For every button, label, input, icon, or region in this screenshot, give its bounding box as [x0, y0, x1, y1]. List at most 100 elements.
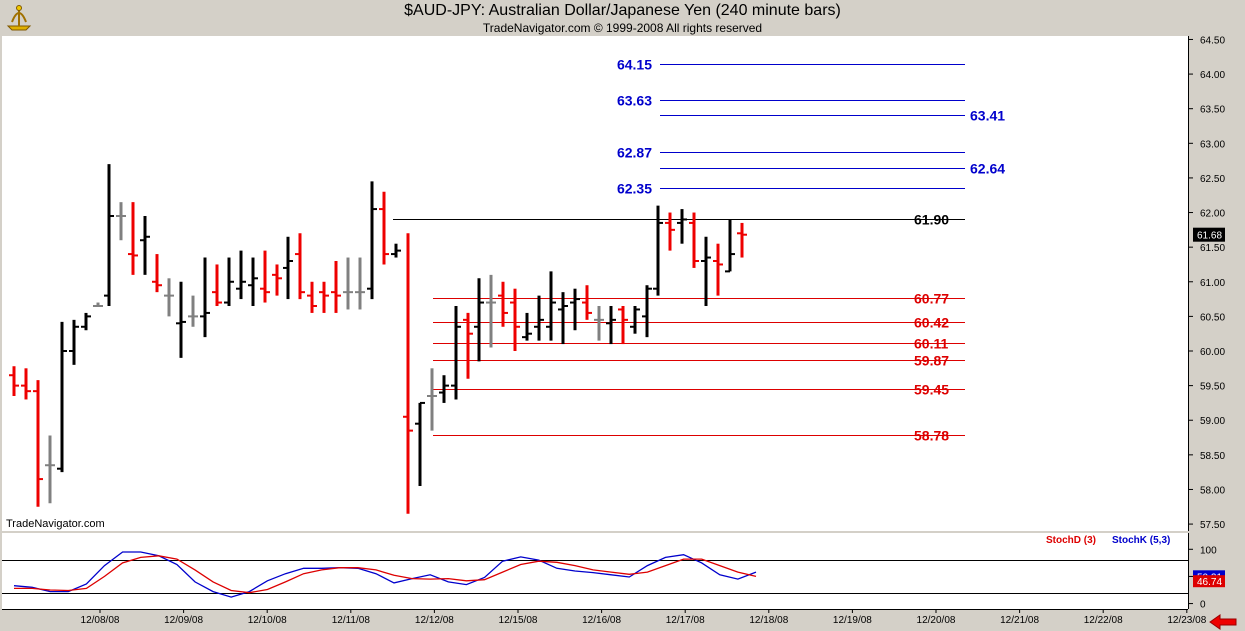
level-label: 61.90 [914, 212, 949, 228]
x-tick-label: 12/18/08 [749, 615, 788, 626]
ohlc-bar [522, 312, 532, 341]
ohlc-bar [737, 222, 747, 258]
ohlc-bar [618, 306, 628, 345]
price-tick-label: 63.50 [1200, 105, 1225, 116]
x-tick-label: 12/16/08 [582, 615, 621, 626]
price-tick-label: 64.50 [1200, 35, 1225, 46]
ohlc-bar [355, 257, 365, 310]
ohlc-bar [272, 264, 282, 296]
level-label: 60.77 [914, 291, 949, 307]
ohlc-bar [319, 281, 329, 313]
x-tick-label: 12/15/08 [499, 615, 538, 626]
ohlc-bar [534, 295, 544, 341]
stochastic-plot-area[interactable] [2, 533, 1188, 609]
x-tick-label: 12/19/08 [833, 615, 872, 626]
sextant-logo-icon[interactable] [4, 2, 34, 32]
ohlc-bar [665, 212, 675, 251]
ohlc-bar [188, 295, 198, 327]
ohlc-bar [33, 380, 43, 507]
ohlc-bar [140, 216, 150, 275]
ohlc-bar [415, 401, 425, 486]
level-label: 59.87 [914, 353, 949, 369]
ohlc-bar [104, 164, 114, 306]
ohlc-bar [248, 257, 258, 306]
ohlc-bar [558, 292, 568, 345]
level-label: 62.64 [970, 161, 1005, 177]
ohlc-bar [391, 243, 401, 258]
x-tick-label: 12/17/08 [666, 615, 705, 626]
x-tick-label: 12/09/08 [164, 615, 203, 626]
level-label: 58.78 [914, 428, 949, 444]
red-arrow-icon[interactable] [1208, 614, 1238, 630]
ohlc-bar [653, 205, 663, 296]
ohlc-bar [57, 321, 67, 473]
ohlc-bar [116, 202, 126, 241]
ohlc-bar [260, 250, 270, 303]
level-label: 62.87 [617, 145, 652, 161]
ohlc-bar [498, 281, 508, 327]
ohlc-bar [642, 285, 652, 338]
ohlc-bar [343, 257, 353, 310]
ohlc-bar [463, 312, 473, 379]
stoch-series-line [14, 555, 757, 594]
ohlc-bar [212, 264, 222, 306]
x-tick-label: 12/12/08 [415, 615, 454, 626]
ohlc-bar [9, 366, 19, 396]
ohlc-bar [21, 368, 31, 400]
price-tick-label: 62.00 [1200, 209, 1225, 220]
price-plot-area[interactable] [2, 36, 1188, 531]
ohlc-bar [451, 306, 461, 400]
stochk-value-label: 46.74 [1197, 577, 1222, 588]
x-tick-label: 12/22/08 [1084, 615, 1123, 626]
price-tick-label: 60.50 [1200, 312, 1225, 323]
x-tick-label: 12/23/08 [1167, 615, 1206, 626]
ohlc-bar [606, 306, 616, 345]
x-tick-label: 12/21/08 [1000, 615, 1039, 626]
ohlc-bar [295, 233, 305, 300]
ohlc-bar [510, 288, 520, 351]
legend-entry: StochD (3) [1046, 535, 1096, 546]
ohlc-bar [45, 435, 55, 504]
ohlc-bar [725, 219, 735, 273]
ohlc-bar [439, 375, 449, 403]
x-tick-label: 12/08/08 [81, 615, 120, 626]
ohlc-bar [630, 306, 640, 334]
ohlc-bar [331, 261, 341, 313]
ohlc-bar [403, 233, 413, 514]
price-tick-label: 59.00 [1200, 416, 1225, 427]
chart-title: $AUD-JPY: Australian Dollar/Japanese Yen… [404, 2, 841, 19]
stoch-tick-label: 100 [1200, 545, 1217, 556]
ohlc-bar [594, 306, 604, 341]
level-label: 64.15 [617, 57, 652, 73]
ohlc-bar [69, 319, 79, 365]
last-price-label: 61.68 [1197, 231, 1222, 242]
level-label: 62.35 [617, 181, 652, 197]
price-tick-label: 61.00 [1200, 278, 1225, 289]
ohlc-bar [224, 257, 234, 306]
ohlc-bars [9, 164, 747, 514]
ohlc-bar [152, 254, 162, 293]
ohlc-bar [713, 243, 723, 296]
ohlc-bar [236, 250, 246, 300]
level-label: 60.42 [914, 315, 949, 331]
ohlc-bar [176, 281, 186, 358]
price-tick-label: 63.00 [1200, 139, 1225, 150]
price-tick-label: 64.00 [1200, 70, 1225, 81]
ohlc-bar [701, 236, 711, 306]
price-tick-label: 62.50 [1200, 174, 1225, 185]
x-tick-label: 12/10/08 [248, 615, 287, 626]
ohlc-bar [379, 191, 389, 265]
ohlc-bar [486, 274, 496, 348]
ohlc-bar [546, 271, 556, 341]
ohlc-bar [474, 278, 484, 362]
ohlc-bar [367, 181, 377, 300]
price-tick-label: 59.50 [1200, 382, 1225, 393]
ohlc-bar [582, 285, 592, 320]
x-tick-label: 12/20/08 [917, 615, 956, 626]
chart-subtitle: TradeNavigator.com © 1999-2008 All right… [482, 21, 763, 35]
stoch-tick-label: 0 [1200, 600, 1206, 611]
ohlc-bar [93, 302, 103, 307]
watermark: TradeNavigator.com [6, 518, 105, 530]
ohlc-bar [283, 236, 293, 300]
